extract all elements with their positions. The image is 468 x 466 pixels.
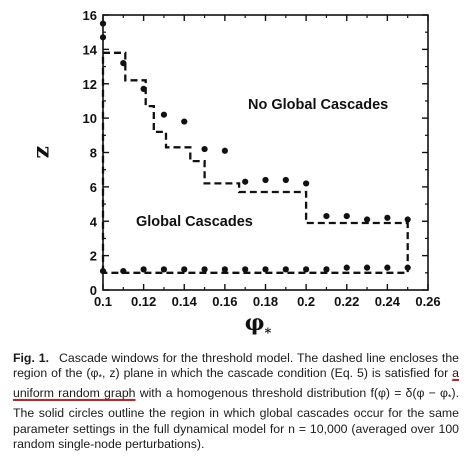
y-tick-labels: 0 2 4 6 8 10 12 14 16 <box>83 8 98 298</box>
figure-caption: Fig. 1. Cascade windows for the threshold… <box>13 351 459 452</box>
annotations: No Global Cascades Global Cascades <box>136 97 388 230</box>
plot-border <box>102 14 429 291</box>
x-axis-label: φ* <box>245 310 272 341</box>
lower-boundary-point <box>323 266 330 273</box>
lower-boundary-point <box>120 267 127 275</box>
upper-boundary-point <box>201 145 208 153</box>
upper-boundary-point <box>181 118 188 125</box>
series-layer <box>99 20 411 275</box>
lower-boundary-point <box>262 266 269 273</box>
axis-ticks <box>102 14 429 291</box>
lower-boundary-point <box>140 266 147 273</box>
upper-boundary-point <box>160 111 168 118</box>
lower-boundary-point <box>303 266 310 273</box>
y-axis-label: z <box>31 146 57 159</box>
x-tick-label: 0.14 <box>172 294 198 309</box>
caption-subscript-1: * <box>98 372 102 383</box>
upper-boundary-point <box>303 180 310 187</box>
plot-frame <box>102 14 429 291</box>
y-tick-label: 14 <box>83 42 98 57</box>
lower-boundary-point <box>282 266 289 273</box>
caption-text-2: , z) plane in which the cascade conditio… <box>102 366 453 381</box>
upper-boundary-point <box>363 216 371 223</box>
lower-boundary-point <box>404 264 411 271</box>
lower-boundary-point <box>343 264 350 271</box>
figure-label: Fig. 1. <box>13 351 50 365</box>
y-tick-label: 0 <box>90 283 97 298</box>
y-tick-label: 10 <box>83 111 97 126</box>
lower-boundary-point <box>384 264 391 271</box>
upper-boundary-point <box>221 147 228 154</box>
cascade-window-chart: 0.1 0.12 0.14 0.16 0.18 0.2 0.22 0.24 0.26 0 2 4 6 8… <box>31 8 441 341</box>
y-tick-label: 4 <box>90 214 98 229</box>
lower-boundary-point <box>363 264 371 271</box>
lower-boundary-point <box>99 267 107 275</box>
upper-boundary-point <box>282 176 289 184</box>
caption-text-1: Cascade windows for the threshold model.… <box>13 351 459 381</box>
upper-boundary-point <box>384 214 391 221</box>
x-tick-label: 0.24 <box>375 294 401 309</box>
x-tick-label: 0.1 <box>94 294 112 309</box>
lower-boundary-point <box>160 266 168 273</box>
upper-boundary-point <box>404 216 411 223</box>
x-tick-label: 0.12 <box>131 294 156 309</box>
lower-boundary-point <box>221 266 228 273</box>
caption-text-4: ). The solid circles outline the region … <box>13 386 460 451</box>
upper-boundary-point <box>120 60 127 67</box>
global-cascades-label: Global Cascades <box>136 214 253 230</box>
x-tick-label: 0.26 <box>415 294 440 309</box>
y-tick-label: 16 <box>83 8 97 23</box>
x-tick-label: 0.22 <box>334 294 359 309</box>
lower-boundary-point <box>242 266 249 273</box>
caption-subscript-2: * <box>447 392 452 403</box>
x-tick-labels: 0.1 0.12 0.14 0.16 0.18 0.2 0.22 0.24 0.26 <box>94 294 441 309</box>
y-tick-label: 8 <box>90 146 97 161</box>
lower-boundary-point <box>181 266 188 273</box>
lower-boundary-point <box>201 266 208 273</box>
y-tick-label: 2 <box>90 249 97 264</box>
upper-boundary-point <box>262 176 269 184</box>
upper-boundary-point <box>242 178 249 185</box>
upper-boundary-point <box>99 34 107 41</box>
upper-boundary-point <box>343 212 350 220</box>
x-tick-label: 0.2 <box>297 294 315 309</box>
caption-underlined-phrase: a uniform random graph <box>13 366 459 401</box>
y-tick-label: 12 <box>83 77 97 92</box>
x-tick-label: 0.18 <box>253 294 278 309</box>
cascade-condition-boundary-line <box>101 51 409 274</box>
y-tick-label: 6 <box>90 180 97 195</box>
x-tick-label: 0.16 <box>212 294 237 309</box>
caption-text-3: with a homogenous threshold distribution… <box>135 386 448 401</box>
upper-boundary-point <box>140 85 147 93</box>
no-global-cascades-label: No Global Cascades <box>248 97 388 113</box>
upper-boundary-point <box>99 20 107 27</box>
upper-boundary-point <box>323 212 330 220</box>
